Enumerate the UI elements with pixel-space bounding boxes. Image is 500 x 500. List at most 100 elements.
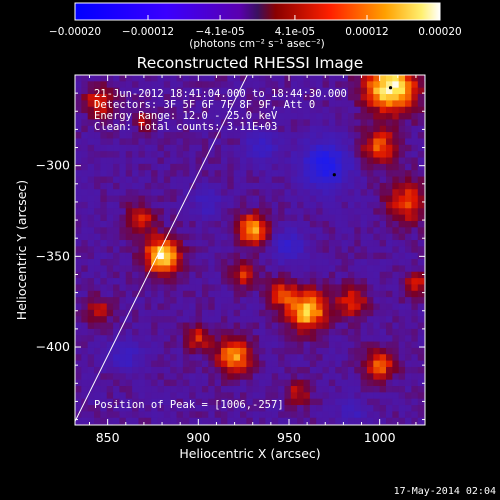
heatmap-cell: [335, 271, 343, 279]
heatmap-cell: [157, 75, 165, 82]
heatmap-cell: [341, 106, 349, 114]
heatmap-cell: [170, 411, 178, 419]
heatmap-cell: [417, 138, 425, 146]
heatmap-cell: [335, 373, 343, 381]
heatmap-cell: [195, 208, 203, 216]
heatmap-cell: [379, 125, 387, 133]
heatmap-cell: [220, 94, 228, 101]
heatmap-cell: [106, 328, 114, 336]
heatmap-cell: [113, 233, 121, 241]
heatmap-cell: [347, 392, 355, 400]
heatmap-cell: [119, 113, 127, 121]
plot-frame: [74, 74, 426, 426]
heatmap-cell: [335, 411, 343, 419]
heatmap-cell: [297, 170, 305, 178]
heatmap-cell: [75, 94, 82, 101]
heatmap-cell: [386, 163, 393, 171]
heatmap-cell: [220, 322, 228, 330]
heatmap-cell: [405, 398, 412, 406]
heatmap-cell: [284, 328, 292, 336]
heatmap-cell: [227, 284, 235, 292]
heatmap-cell: [271, 220, 279, 228]
heatmap-cell: [278, 246, 286, 254]
heatmap-cell: [208, 240, 216, 247]
heatmap-cell: [373, 81, 381, 89]
heatmap-cell: [233, 233, 241, 241]
heatmap-cell: [138, 87, 146, 95]
heatmap-cell: [227, 297, 235, 305]
heatmap-cell: [373, 379, 381, 387]
heatmap-cell: [405, 195, 412, 203]
heatmap-cell: [316, 366, 324, 374]
heatmap-cell: [182, 87, 190, 95]
heatmap-cell: [94, 100, 101, 108]
heatmap-cell: [259, 252, 267, 260]
heatmap-cell: [220, 157, 228, 165]
heatmap-cell: [125, 227, 133, 235]
heatmap-cell: [341, 189, 349, 197]
heatmap-cell: [335, 201, 343, 209]
heatmap-cell: [252, 360, 260, 368]
heatmap-cell: [113, 125, 121, 133]
heatmap-cell: [119, 417, 127, 425]
heatmap-cell: [170, 94, 178, 101]
heatmap-cell: [144, 386, 152, 393]
heatmap-cell: [189, 233, 197, 241]
heatmap-cell: [354, 170, 362, 178]
heatmap-cell: [405, 81, 412, 89]
heatmap-cell: [157, 411, 165, 419]
heatmap-cell: [366, 259, 374, 267]
heatmap-cell: [411, 316, 419, 324]
heatmap-cell: [303, 366, 311, 374]
heatmap-cell: [278, 411, 286, 419]
heatmap-cell: [201, 303, 209, 311]
heatmap-cell: [220, 366, 228, 374]
heatmap-cell: [360, 328, 368, 336]
heatmap-cell: [132, 373, 140, 381]
heatmap-cell: [354, 303, 362, 311]
heatmap-cell: [303, 328, 311, 336]
heatmap-cell: [335, 100, 343, 108]
heatmap-cell: [290, 316, 298, 324]
heatmap-cell: [195, 252, 203, 260]
heatmap-cell: [106, 309, 114, 317]
heatmap-cell: [341, 309, 349, 317]
heatmap-cell: [379, 201, 387, 209]
heatmap-cell: [195, 214, 203, 222]
heatmap-cell: [170, 392, 178, 400]
heatmap-cell: [341, 417, 349, 425]
heatmap-cell: [119, 398, 127, 406]
heatmap-cell: [75, 303, 82, 311]
heatmap-cell: [214, 163, 222, 171]
heatmap-cell: [125, 113, 133, 121]
heatmap-cell: [405, 297, 412, 305]
heatmap-cell: [411, 322, 419, 330]
heatmap-cell: [208, 259, 216, 267]
heatmap-cell: [195, 417, 203, 425]
heatmap-cell: [265, 373, 273, 381]
heatmap-cell: [328, 335, 336, 343]
heatmap-cell: [265, 125, 273, 133]
heatmap-cell: [125, 252, 133, 260]
heatmap-cell: [240, 373, 247, 381]
heatmap-cell: [379, 278, 387, 286]
heatmap-cell: [157, 398, 165, 406]
heatmap-cell: [303, 360, 311, 368]
heatmap-cell: [125, 138, 133, 146]
heatmap-cell: [100, 335, 108, 343]
heatmap-cell: [373, 347, 381, 355]
heatmap-cell: [303, 170, 311, 178]
heatmap-cell: [81, 360, 89, 368]
heatmap-cell: [138, 252, 146, 260]
heatmap-cell: [322, 284, 330, 292]
heatmap-cell: [284, 265, 292, 273]
heatmap-cell: [297, 113, 305, 121]
heatmap-cell: [271, 214, 279, 222]
heatmap-cell: [151, 316, 159, 324]
heatmap-cell: [405, 227, 412, 235]
heatmap-cell: [163, 347, 171, 355]
heatmap-cell: [259, 303, 267, 311]
heatmap-cell: [182, 309, 190, 317]
heatmap-cell: [284, 233, 292, 241]
heatmap-cell: [366, 366, 374, 374]
